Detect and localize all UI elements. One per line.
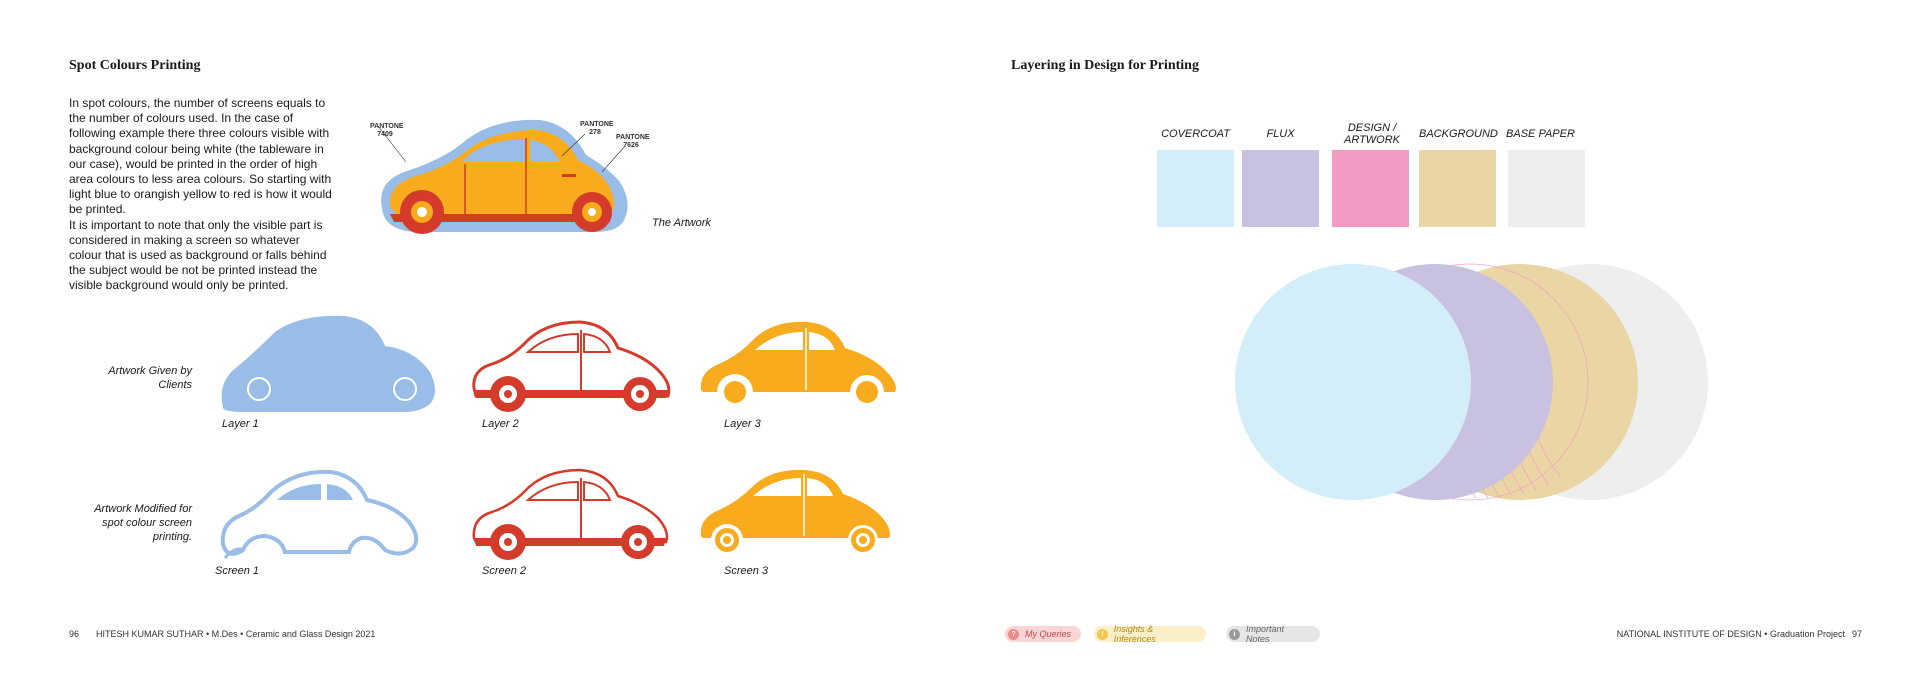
artwork-caption: The Artwork — [652, 217, 711, 229]
right-page-title: Layering in Design for Printing — [1011, 58, 1199, 73]
lightbulb-icon: ! — [1097, 628, 1108, 640]
pill-important-notes[interactable]: i Important Notes — [1226, 624, 1320, 644]
layered-circles-diagram — [1235, 263, 1708, 501]
exclamation-icon: i — [1229, 628, 1240, 640]
question-icon: ? — [1008, 628, 1019, 640]
swatch-label-covercoat: COVERCOAT — [1161, 128, 1230, 140]
pantone-label-7626: PANTONE 7626 — [616, 134, 650, 149]
screen-2-red-car — [472, 468, 669, 560]
right-footer-text: NATIONAL INSTITUTE OF DESIGN • Graduatio… — [1616, 629, 1845, 639]
swatch-background — [1419, 150, 1496, 227]
swatch-design-artwork — [1332, 150, 1409, 227]
left-page-title: Spot Colours Printing — [69, 58, 201, 73]
layer-1-label: Layer 1 — [222, 418, 259, 430]
left-page-number: 96 — [69, 629, 80, 639]
left-footer-text: HITESH KUMAR SUTHAR • M.Des • Ceramic an… — [96, 629, 376, 639]
swatch-label-background: BACKGROUND — [1419, 128, 1498, 140]
pantone-label-7409: PANTONE 7409 — [370, 123, 404, 138]
swatch-base-paper — [1508, 150, 1585, 227]
screen-3-label: Screen 3 — [724, 565, 769, 577]
intro-paragraph: In spot colours, the number of screens e… — [69, 96, 332, 293]
swatch-label-flux: FLUX — [1266, 128, 1295, 140]
layer-3-yellow-car — [699, 321, 899, 410]
swatch-label-base-paper: BASE PAPER — [1506, 128, 1575, 140]
swatch-label-design-artwork: DESIGN / ARTWORK — [1343, 122, 1401, 146]
row-label-modified-for-screen-printing: Artwork Modified for spot colour screen … — [94, 503, 192, 543]
layer-3-label: Layer 3 — [724, 418, 761, 430]
row-label-given-by-clients: Artwork Given by Clients — [108, 365, 192, 391]
layer-2-red-car — [472, 320, 671, 412]
screen-2-label: Screen 2 — [482, 565, 527, 577]
covercoat-circle — [1235, 264, 1471, 500]
pill-my-queries[interactable]: ? My Queries — [1005, 626, 1081, 642]
layer-2-label: Layer 2 — [482, 418, 519, 430]
layer-1-blue-silhouette — [221, 315, 435, 412]
swatch-flux — [1242, 150, 1319, 227]
right-page-number: 97 — [1852, 629, 1863, 639]
pill-insights-inferences[interactable]: ! Insights & Inferences — [1094, 624, 1206, 644]
screen-3-yellow-car — [699, 469, 893, 556]
screen-1-label: Screen 1 — [215, 565, 260, 577]
screen-1-blue-outline — [220, 469, 419, 559]
artwork-car-illustration — [377, 119, 628, 234]
pantone-label-278: PANTONE 278 — [580, 121, 614, 136]
swatch-covercoat — [1157, 150, 1234, 227]
